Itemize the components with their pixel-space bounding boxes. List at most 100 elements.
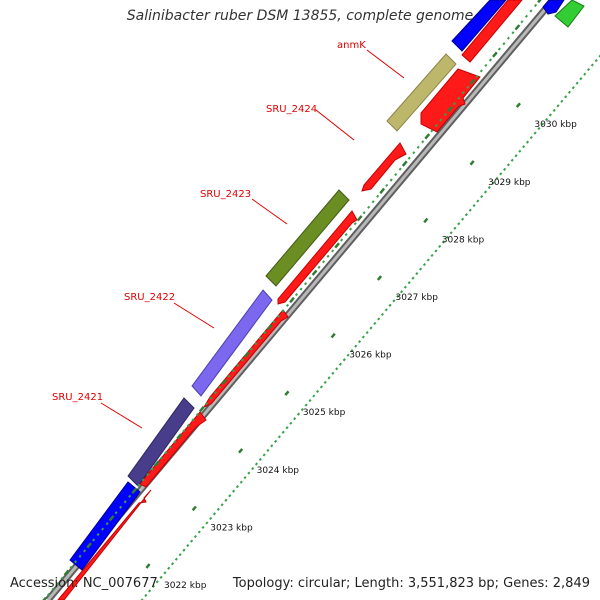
reverse-cds-arrow[interactable] — [277, 210, 358, 305]
outer-minor-tick — [502, 42, 506, 46]
ruler-minor-tick — [262, 453, 266, 457]
ruler-minor-tick — [159, 575, 163, 579]
outer-minor-tick — [213, 391, 217, 395]
outer-minor-tick — [371, 200, 375, 204]
ruler-minor-tick — [545, 117, 549, 122]
accession-text: Accession: NC_007677 — [10, 576, 158, 591]
ruler-major-tick — [330, 332, 336, 339]
outer-major-tick — [537, 0, 542, 4]
gene-label-anmK[interactable]: anmK — [337, 40, 366, 51]
ruler-minor-tick — [594, 58, 598, 63]
ruler-minor-tick — [503, 167, 507, 171]
outer-major-tick — [244, 351, 250, 358]
ruler-minor-tick — [483, 190, 488, 194]
ruler-minor-tick — [522, 145, 526, 149]
outer-minor-tick — [443, 112, 447, 117]
gene-label-sru-2421[interactable]: SRU_2421 — [52, 392, 103, 403]
ruler-minor-tick — [476, 199, 480, 203]
outer-major-tick — [311, 269, 318, 276]
ruler-minor-tick — [598, 54, 600, 58]
ruler-major-tick — [469, 160, 475, 166]
ruler-minor-tick — [193, 534, 197, 539]
ruler-minor-tick — [441, 240, 446, 244]
gene-label-sru-2424[interactable]: SRU_2424 — [266, 104, 317, 115]
outer-minor-tick — [137, 483, 141, 488]
ruler-minor-tick — [361, 335, 365, 339]
ruler-major-tick — [238, 448, 244, 454]
ruler-minor-tick — [373, 321, 377, 326]
forward-gene-sru-2422[interactable] — [191, 289, 273, 397]
ruler-minor-tick — [422, 262, 426, 267]
ruler-minor-tick — [304, 403, 308, 407]
outer-minor-tick — [74, 560, 78, 564]
outer-major-tick — [289, 296, 295, 304]
outer-minor-tick — [452, 102, 456, 106]
ruler-minor-tick — [529, 136, 533, 140]
outer-minor-tick — [46, 592, 51, 597]
outer-minor-tick — [497, 47, 501, 51]
ruler-minor-tick — [228, 494, 232, 498]
reverse-cds-arrow[interactable] — [461, 0, 523, 63]
ruler-minor-tick — [235, 485, 239, 489]
outer-major-tick — [424, 133, 431, 140]
ruler-minor-tick — [358, 340, 362, 344]
forward-gene-anmK[interactable] — [386, 53, 457, 132]
ruler-minor-tick — [560, 99, 564, 103]
outer-major-tick — [356, 215, 363, 222]
ruler-minor-tick — [163, 571, 167, 575]
outer-minor-tick — [520, 20, 524, 24]
gene-label-sru-2423[interactable]: SRU_2423 — [200, 189, 251, 200]
ruler-minor-tick — [308, 398, 312, 403]
ruler-minor-tick — [430, 253, 434, 258]
ruler-minor-tick — [148, 589, 152, 593]
outer-minor-tick — [385, 183, 389, 188]
ruler-minor-tick — [155, 580, 159, 584]
ruler-minor-tick — [293, 417, 297, 421]
outer-minor-tick — [488, 58, 492, 62]
ruler-tick-label: 3022 kbp — [164, 581, 207, 591]
ruler-minor-tick — [167, 566, 171, 570]
outer-minor-tick — [484, 63, 488, 68]
outer-minor-tick — [529, 9, 533, 13]
reverse-cds-arrow[interactable] — [57, 489, 152, 600]
reverse-cds-arrow[interactable] — [420, 68, 481, 133]
ruler-minor-tick — [266, 448, 270, 452]
ruler-minor-tick — [377, 317, 381, 321]
forward-gene-blue[interactable] — [69, 481, 141, 571]
ruler-minor-tick — [247, 471, 251, 475]
outer-minor-tick — [128, 494, 132, 498]
forward-gene-blue[interactable] — [451, 0, 507, 52]
outer-minor-tick — [263, 331, 267, 335]
ruler-minor-tick — [254, 462, 259, 466]
forward-gene-green[interactable] — [554, 0, 585, 28]
ruler-minor-tick — [270, 444, 274, 448]
ruler-minor-tick — [533, 131, 537, 135]
outer-minor-tick — [56, 582, 60, 586]
forward-gene-blue[interactable] — [542, 0, 565, 15]
ruler-major-tick — [515, 102, 521, 108]
reverse-cds-arrow[interactable] — [361, 142, 407, 192]
label-leaders — [100, 49, 405, 429]
ruler-minor-tick — [205, 521, 209, 525]
forward-gene-sru-2421[interactable] — [127, 397, 195, 487]
outer-minor-tick — [218, 385, 222, 389]
ruler-minor-tick — [518, 149, 522, 153]
ruler-major-tick — [145, 563, 151, 569]
outer-minor-tick — [367, 205, 371, 209]
outer-minor-tick — [249, 347, 253, 351]
outer-minor-tick — [150, 467, 154, 471]
outer-major-tick — [198, 406, 205, 413]
gene-label-sru-2422[interactable]: SRU_2422 — [124, 292, 175, 303]
ruler-minor-tick — [415, 272, 419, 276]
outer-minor-tick — [146, 472, 150, 477]
ruler-minor-tick — [449, 231, 453, 235]
ruler-minor-tick — [499, 172, 503, 176]
outer-major-tick — [379, 187, 386, 194]
ruler-minor-tick — [407, 281, 411, 285]
outer-major-tick — [221, 378, 228, 385]
outer-minor-tick — [164, 451, 168, 455]
outer-minor-tick — [389, 178, 393, 182]
ruler-tick-label: 3024 kbp — [257, 466, 300, 476]
outer-minor-tick — [294, 292, 299, 297]
forward-gene-sru-2423[interactable] — [265, 189, 350, 287]
